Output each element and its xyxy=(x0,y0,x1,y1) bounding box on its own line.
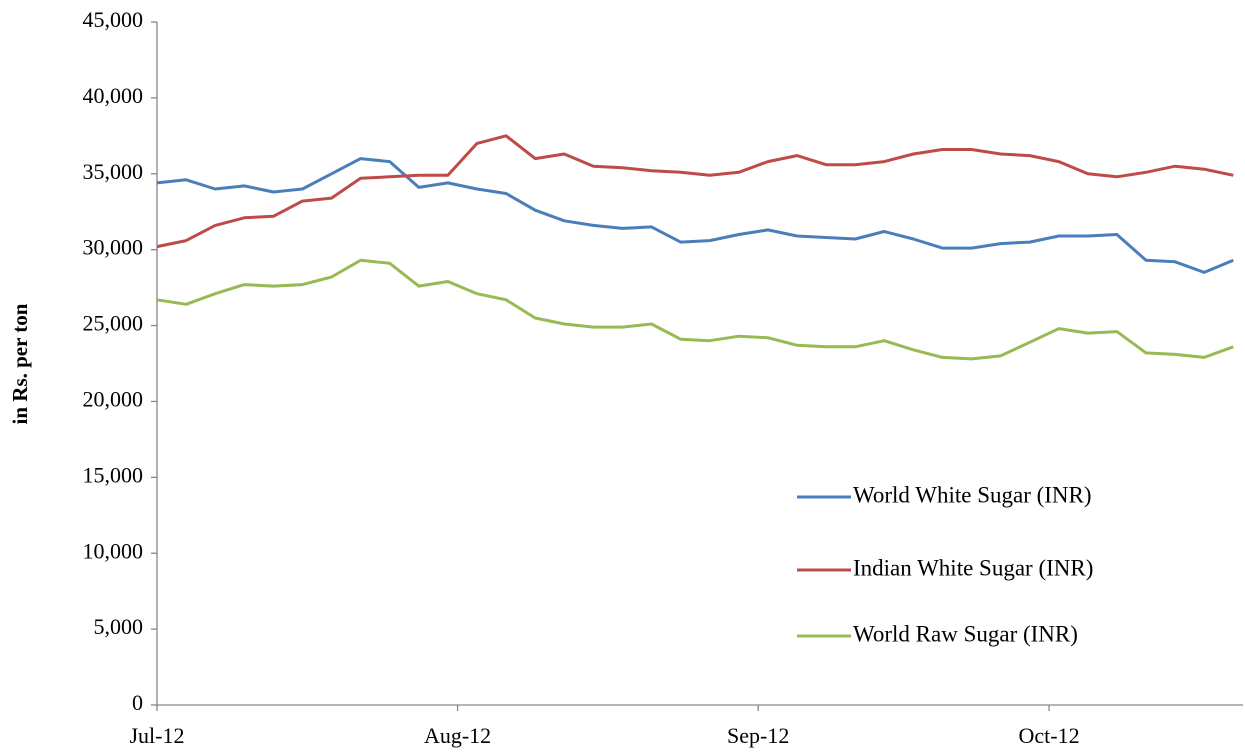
legend-label: Indian White Sugar (INR) xyxy=(853,555,1093,580)
x-tick-label: Oct-12 xyxy=(1019,723,1080,748)
x-tick-label: Jul-12 xyxy=(130,723,185,748)
y-tick-label: 15,000 xyxy=(83,462,144,487)
series-line xyxy=(156,157,1234,274)
legend-label: World White Sugar (INR) xyxy=(853,482,1092,507)
y-tick-label: 40,000 xyxy=(83,83,144,108)
x-tick-label: Sep-12 xyxy=(727,723,789,748)
series-line xyxy=(156,258,1234,361)
y-tick-label: 0 xyxy=(132,690,143,715)
y-tick-label: 30,000 xyxy=(83,235,144,260)
y-tick-label: 10,000 xyxy=(83,538,144,563)
series-line xyxy=(156,134,1234,249)
legend-label: World Raw Sugar (INR) xyxy=(853,621,1078,646)
x-tick-label: Aug-12 xyxy=(424,723,491,748)
y-tick-label: 35,000 xyxy=(83,159,144,184)
y-tick-label: 45,000 xyxy=(83,7,144,32)
y-tick-label: 20,000 xyxy=(83,386,144,411)
y-tick-label: 5,000 xyxy=(94,614,144,639)
y-tick-label: 25,000 xyxy=(83,311,144,336)
y-axis-label: in Rs. per ton xyxy=(8,303,32,424)
